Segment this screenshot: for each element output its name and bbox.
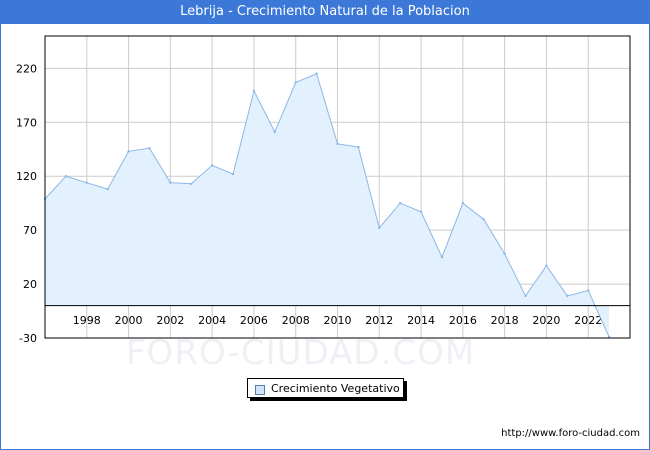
- chart-title: Lebrija - Crecimiento Natural de la Pobl…: [0, 0, 650, 24]
- legend: Crecimiento Vegetativo: [247, 378, 404, 398]
- x-tick-label: 2014: [407, 314, 435, 327]
- data-point: [419, 210, 423, 214]
- legend-swatch: [255, 385, 265, 395]
- data-point: [148, 146, 151, 150]
- data-point: [398, 201, 402, 205]
- x-tick-label: 2006: [240, 314, 268, 327]
- data-point: [524, 294, 527, 298]
- x-tick-label: 2002: [156, 314, 184, 327]
- data-point: [503, 252, 506, 256]
- data-point: [566, 294, 569, 298]
- area-fill: [45, 73, 610, 337]
- y-tick-label: 20: [23, 278, 37, 291]
- x-tick-label: 2018: [491, 314, 519, 327]
- data-point: [106, 187, 109, 191]
- legend-label: Crecimiento Vegetativo: [271, 382, 400, 395]
- data-point: [440, 255, 444, 259]
- y-tick-label: 120: [16, 170, 37, 183]
- series-line: [44, 73, 610, 338]
- data-point: [545, 264, 548, 267]
- data-point: [252, 89, 256, 93]
- y-tick-label: 170: [16, 116, 37, 129]
- data-point: [482, 218, 485, 221]
- x-tick-label: 2016: [449, 314, 477, 327]
- x-tick-label: 1998: [73, 314, 101, 327]
- data-point: [64, 175, 68, 178]
- source-url: http://www.foro-ciudad.com: [501, 428, 640, 439]
- x-tick-label: 2008: [282, 314, 310, 327]
- x-tick-label: 2012: [365, 314, 393, 327]
- data-point: [461, 201, 465, 205]
- x-tick-label: 2022: [574, 314, 602, 327]
- data-point: [336, 142, 339, 146]
- y-tick-label: -30: [19, 332, 37, 345]
- x-tick-label: 2000: [115, 314, 143, 327]
- data-point: [294, 81, 297, 84]
- data-point: [210, 164, 214, 167]
- y-tick-label: 70: [23, 224, 37, 237]
- data-point: [85, 181, 88, 184]
- data-point: [127, 150, 130, 153]
- watermark: FORO-CIUDAD.COM: [126, 333, 476, 373]
- data-point: [587, 289, 590, 292]
- x-tick-label: 2004: [198, 314, 226, 327]
- data-point: [169, 181, 172, 184]
- plot-border: [44, 35, 631, 339]
- data-point: [231, 172, 235, 176]
- data-point: [357, 145, 360, 149]
- data-point: [378, 226, 381, 230]
- data-point: [315, 72, 318, 75]
- data-point: [190, 182, 193, 185]
- x-tick-label: 2010: [324, 314, 352, 327]
- y-tick-label: 220: [16, 62, 37, 75]
- x-tick-label: 2020: [532, 314, 560, 327]
- data-point: [273, 130, 277, 134]
